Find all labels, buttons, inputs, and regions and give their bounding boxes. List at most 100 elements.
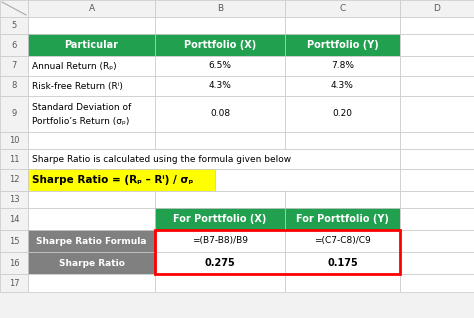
Bar xyxy=(155,56,285,76)
Bar xyxy=(0,274,28,292)
Bar xyxy=(285,230,400,252)
Bar xyxy=(155,96,285,132)
Bar xyxy=(0,230,28,252)
Bar xyxy=(400,274,474,292)
Bar xyxy=(400,96,474,132)
Bar xyxy=(215,169,400,191)
Text: Sharpe Ratio = (Rₚ – Rⁱ) / σₚ: Sharpe Ratio = (Rₚ – Rⁱ) / σₚ xyxy=(32,175,193,185)
Text: Sharpe Ratio is calculated using the formula given below: Sharpe Ratio is calculated using the for… xyxy=(32,155,291,163)
Bar xyxy=(155,17,285,34)
Bar xyxy=(28,76,155,96)
Bar xyxy=(285,252,400,274)
Bar xyxy=(155,230,400,274)
Bar xyxy=(28,149,400,169)
Text: 16: 16 xyxy=(9,259,19,267)
Text: For Porttfolio (X): For Porttfolio (X) xyxy=(173,214,267,224)
Text: 4.3%: 4.3% xyxy=(209,81,231,91)
Bar xyxy=(285,96,400,132)
Text: Porttfolio (Y): Porttfolio (Y) xyxy=(307,40,378,50)
Text: 6: 6 xyxy=(11,40,17,50)
Bar xyxy=(155,230,285,252)
Bar xyxy=(0,132,28,149)
Text: 8: 8 xyxy=(11,81,17,91)
Bar xyxy=(400,132,474,149)
Text: 17: 17 xyxy=(9,279,19,287)
Bar xyxy=(0,191,28,208)
Bar xyxy=(0,252,28,274)
Text: 7.8%: 7.8% xyxy=(331,61,354,71)
Bar xyxy=(0,34,28,56)
Text: Standard Deviation of: Standard Deviation of xyxy=(32,103,131,112)
Bar xyxy=(28,56,155,76)
Bar xyxy=(28,34,155,56)
Text: 11: 11 xyxy=(9,155,19,163)
Bar xyxy=(28,191,155,208)
Text: Particular: Particular xyxy=(64,40,118,50)
Bar xyxy=(155,34,285,56)
Bar xyxy=(400,252,474,274)
Text: 12: 12 xyxy=(9,176,19,184)
Bar xyxy=(400,76,474,96)
Bar xyxy=(28,132,155,149)
Bar xyxy=(0,208,28,230)
Text: 13: 13 xyxy=(9,195,19,204)
Bar xyxy=(285,76,400,96)
Text: 9: 9 xyxy=(11,109,17,119)
Text: 6.5%: 6.5% xyxy=(209,61,231,71)
Bar xyxy=(285,274,400,292)
Bar xyxy=(28,208,155,230)
Bar xyxy=(28,169,215,191)
Bar xyxy=(28,96,155,132)
Bar xyxy=(0,149,28,169)
Bar xyxy=(400,149,474,169)
Bar xyxy=(155,132,285,149)
Text: 5: 5 xyxy=(11,21,17,30)
Bar xyxy=(0,56,28,76)
Bar xyxy=(0,0,28,17)
Bar xyxy=(0,76,28,96)
Bar xyxy=(285,208,400,230)
Bar xyxy=(400,169,474,191)
Text: 0.175: 0.175 xyxy=(327,258,358,268)
Text: 15: 15 xyxy=(9,237,19,245)
Text: C: C xyxy=(339,4,346,13)
Text: D: D xyxy=(434,4,440,13)
Text: Portfolio’s Return (σₚ): Portfolio’s Return (σₚ) xyxy=(32,117,129,126)
Bar xyxy=(155,191,285,208)
Text: 0.20: 0.20 xyxy=(332,109,353,119)
Bar xyxy=(155,274,285,292)
Bar xyxy=(285,17,400,34)
Text: =(C7-C8)/C9: =(C7-C8)/C9 xyxy=(314,237,371,245)
Bar xyxy=(285,34,400,56)
Text: For Porttfolio (Y): For Porttfolio (Y) xyxy=(296,214,389,224)
Bar xyxy=(28,230,155,252)
Text: Annual Return (Rₚ): Annual Return (Rₚ) xyxy=(32,61,117,71)
Bar xyxy=(28,0,155,17)
Text: =(B7-B8)/B9: =(B7-B8)/B9 xyxy=(192,237,248,245)
Bar xyxy=(28,274,155,292)
Text: Porttfolio (X): Porttfolio (X) xyxy=(184,40,256,50)
Bar xyxy=(285,0,400,17)
Text: 10: 10 xyxy=(9,136,19,145)
Text: 0.08: 0.08 xyxy=(210,109,230,119)
Bar xyxy=(155,76,285,96)
Bar xyxy=(28,252,155,274)
Bar xyxy=(285,191,400,208)
Text: 4.3%: 4.3% xyxy=(331,81,354,91)
Text: Sharpe Ratio: Sharpe Ratio xyxy=(59,259,125,267)
Bar xyxy=(400,34,474,56)
Text: Sharpe Ratio Formula: Sharpe Ratio Formula xyxy=(36,237,147,245)
Bar xyxy=(0,96,28,132)
Bar xyxy=(400,191,474,208)
Bar xyxy=(400,17,474,34)
Bar xyxy=(155,252,285,274)
Bar xyxy=(0,169,28,191)
Bar xyxy=(400,208,474,230)
Bar xyxy=(285,132,400,149)
Bar xyxy=(400,0,474,17)
Text: Risk-free Return (Rⁱ): Risk-free Return (Rⁱ) xyxy=(32,81,123,91)
Text: B: B xyxy=(217,4,223,13)
Text: 14: 14 xyxy=(9,215,19,224)
Bar xyxy=(400,230,474,252)
Bar xyxy=(155,0,285,17)
